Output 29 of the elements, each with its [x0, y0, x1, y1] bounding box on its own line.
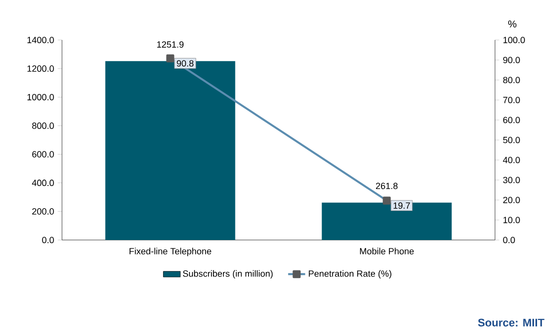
y2-tick-label: 70.0 [503, 96, 520, 104]
data-label: 261.8 [376, 182, 398, 190]
y-tick-label: 1000.0 [27, 94, 54, 100]
y-tick-label: 400.0 [32, 180, 54, 186]
y2-tick-label: 80.0 [503, 76, 520, 84]
data-label: 1251.9 [157, 41, 184, 48]
y-tick-label: 1200.0 [27, 65, 54, 72]
y-tick-label: 200.0 [32, 208, 54, 215]
y2-axis-title: % [508, 20, 516, 28]
source-note: Source: MIIT [478, 318, 544, 326]
data-label: 90.8 [176, 60, 194, 67]
y2-tick-label: 90.0 [503, 56, 520, 64]
y-tick-label: 1400.0 [27, 36, 54, 44]
y2-tick-label: 30.0 [503, 176, 520, 184]
y2-tick-label: 0.0 [503, 236, 515, 244]
legend-label: Penetration Rate (%) [308, 270, 392, 279]
y2-tick-label: 100.0 [503, 36, 525, 44]
y2-tick-label: 10.0 [503, 216, 520, 224]
y2-tick-label: 20.0 [503, 196, 520, 204]
x-tick-label: Fixed-line Telephone [130, 248, 212, 256]
y-tick-label: 800.0 [32, 122, 54, 129]
y2-tick-label: 40.0 [502, 156, 520, 164]
data-label: 19.7 [394, 202, 410, 209]
y-tick-label: 600.0 [32, 151, 54, 158]
x-tick-label: Mobile Phone [360, 248, 414, 254]
y-tick-label: 0.0 [42, 236, 54, 244]
y2-tick-label: 60.0 [503, 116, 520, 124]
legend-label: Subscribers (in million) [182, 270, 273, 279]
y2-tick-label: 50.0 [503, 136, 520, 144]
